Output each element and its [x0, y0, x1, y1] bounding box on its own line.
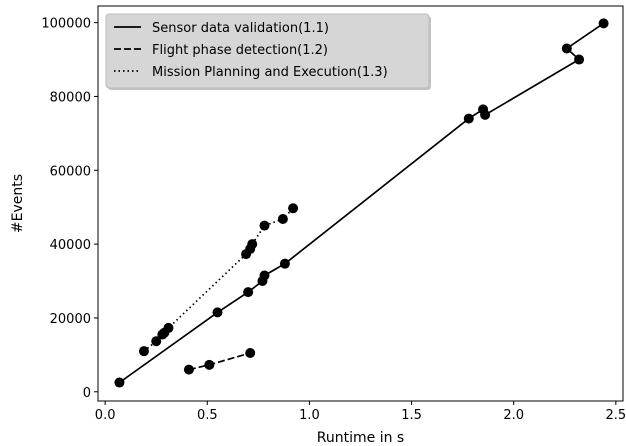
y-tick-label: 60000: [50, 164, 91, 179]
y-tick-label: 20000: [50, 312, 91, 327]
data-point: [598, 18, 609, 29]
legend-label-1: Sensor data validation(1.1): [152, 21, 329, 36]
legend: Sensor data validation(1.1) Flight phase …: [105, 13, 431, 90]
legend-box: [105, 13, 430, 89]
data-point: [163, 322, 174, 333]
data-point: [151, 336, 162, 347]
data-point: [212, 307, 223, 318]
x-tick-label: 2.0: [503, 408, 524, 423]
x-tick-label: 1.0: [299, 408, 320, 423]
x-tick-label: 2.5: [606, 408, 626, 423]
data-point: [204, 359, 215, 370]
data-point: [561, 43, 572, 54]
data-point: [574, 54, 585, 65]
data-point: [288, 203, 299, 214]
data-point: [138, 346, 149, 357]
data-point: [114, 377, 125, 388]
x-axis-label: Runtime in s: [317, 430, 404, 446]
data-point: [480, 109, 491, 120]
y-tick-label: 40000: [50, 238, 91, 253]
series-3: [138, 203, 299, 357]
data-point: [243, 287, 254, 298]
x-tick-label: 1.5: [401, 408, 422, 423]
legend-label-3: Mission Planning and Execution(1.3): [152, 65, 388, 80]
plot-content: [114, 18, 609, 388]
series-2: [183, 348, 256, 375]
y-axis-label: #Events: [10, 174, 26, 233]
data-point: [279, 258, 290, 269]
legend-label-2: Flight phase detection(1.2): [152, 43, 328, 58]
y-tick-label: 80000: [50, 90, 91, 105]
data-point: [245, 348, 256, 359]
data-point: [183, 364, 194, 375]
y-tick-label: 100000: [41, 17, 91, 32]
data-point: [277, 214, 288, 224]
data-point: [259, 220, 270, 231]
data-point: [259, 270, 270, 281]
series-1: [114, 18, 609, 388]
x-axis-ticks: 0.0 0.5 1.0 1.5 2.0 2.5: [95, 401, 626, 423]
y-axis-ticks: 0 20000 40000 60000 80000 100000: [41, 17, 98, 401]
series-line-2: [188, 352, 251, 371]
y-tick-label: 0: [83, 386, 91, 401]
x-tick-label: 0.0: [95, 408, 116, 423]
data-point: [463, 113, 474, 124]
plot-frame: [97, 5, 624, 402]
data-point: [247, 239, 258, 250]
x-tick-label: 0.5: [197, 408, 218, 423]
